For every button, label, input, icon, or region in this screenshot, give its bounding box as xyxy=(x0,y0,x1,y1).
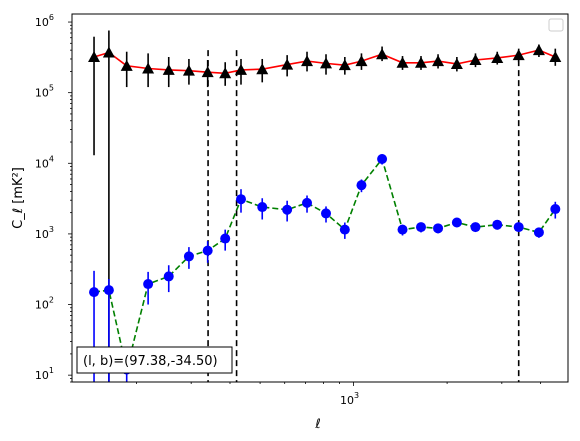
series-0-point xyxy=(549,50,562,62)
series-1-point xyxy=(89,287,100,298)
series-0-point xyxy=(469,54,482,66)
series-1-point xyxy=(339,224,350,235)
series-0-point xyxy=(301,55,314,67)
series-1-point xyxy=(302,197,313,208)
series-1-point xyxy=(202,245,213,256)
series-0-point xyxy=(182,64,195,76)
series-1-point xyxy=(220,233,231,244)
annotation-text: (l, b)=(97.38,-34.50) xyxy=(83,354,218,369)
series-0-point xyxy=(120,59,133,71)
plot-area xyxy=(88,30,562,382)
series-0-point xyxy=(88,50,101,62)
series-0-point xyxy=(219,67,232,79)
series-1-point xyxy=(257,202,268,213)
series-1-point xyxy=(356,180,367,191)
series-0-point xyxy=(450,57,463,69)
series-1-point xyxy=(397,224,408,235)
series-0-point xyxy=(235,63,248,75)
x-axis-label: ℓ xyxy=(314,417,320,432)
series-0-point xyxy=(432,55,445,67)
series-0-point xyxy=(355,55,368,67)
series-1-point xyxy=(533,227,544,238)
series-0-point xyxy=(320,57,333,69)
y-tick-label: 103 xyxy=(35,225,54,241)
series-0-point xyxy=(142,62,155,74)
series-1-point xyxy=(415,222,426,233)
series-0-point xyxy=(491,51,504,63)
legend-box xyxy=(548,18,564,32)
series-1-point xyxy=(236,194,247,205)
series-0-point xyxy=(338,59,351,71)
series-0-point xyxy=(376,48,389,60)
x-tick-label: 103 xyxy=(340,391,359,407)
series-0-point xyxy=(532,44,545,56)
series-1-point xyxy=(183,251,194,262)
series-0-point xyxy=(162,63,175,75)
plot-frame xyxy=(71,13,569,383)
series-1-point xyxy=(513,222,524,233)
series-1-point xyxy=(470,222,481,233)
series-1-point xyxy=(103,285,114,296)
series-0-point xyxy=(414,56,427,68)
series-1-point xyxy=(433,223,444,234)
y-tick-label: 102 xyxy=(35,296,54,312)
series-0-point xyxy=(201,66,214,78)
series-0-point xyxy=(256,63,269,75)
series-0-point xyxy=(512,49,525,61)
series-1-point xyxy=(377,154,388,165)
series-0-point xyxy=(281,58,294,70)
series-0-point xyxy=(102,46,115,58)
y-tick-label: 104 xyxy=(35,154,54,170)
annotation-box: (l, b)=(97.38,-34.50) xyxy=(76,346,233,374)
axes: 101 102 103 104 105 106 103 xyxy=(35,13,542,407)
series-1-point xyxy=(550,204,561,215)
y-tick-label: 105 xyxy=(35,84,54,100)
y-tick-label: 101 xyxy=(35,366,54,382)
y-tick-label: 106 xyxy=(35,13,54,29)
series-1-line xyxy=(93,157,556,370)
y-axis-label: C_ℓ [mK²] xyxy=(11,167,26,229)
series-1-point xyxy=(143,279,154,290)
series-1-point xyxy=(451,217,462,228)
series-1-point xyxy=(163,271,174,282)
series-1-point xyxy=(492,219,503,230)
series-1-point xyxy=(321,208,332,219)
series-1-point xyxy=(282,204,293,215)
series-0-point xyxy=(396,56,409,68)
